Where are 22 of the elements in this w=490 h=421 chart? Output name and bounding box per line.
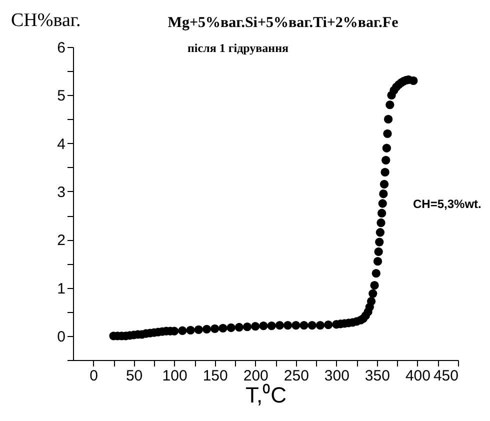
x-tick-label: 350 <box>364 368 390 384</box>
x-tick-label: 150 <box>202 368 228 384</box>
y-axis-title: CH%ваг. <box>11 10 81 31</box>
y-tick-label: 3 <box>57 184 66 201</box>
x-tick-label: 250 <box>284 368 309 384</box>
x-tick-label: 50 <box>126 368 143 384</box>
y-tick-label: 2 <box>57 232 66 250</box>
x-tick-label: 200 <box>243 368 268 384</box>
y-tick-label: 1 <box>57 280 66 298</box>
x-tick-label: 300 <box>324 368 350 384</box>
y-tick-label: 0 <box>57 328 66 346</box>
annotation: CH=5,3%wt. <box>413 197 482 211</box>
y-tick-label: 5 <box>57 88 66 105</box>
y-tick-label: 6 <box>57 40 66 56</box>
chart-subtitle: після 1 гідрування <box>188 41 289 55</box>
x-tick-label: 450 <box>433 368 458 384</box>
x-tick-label: 100 <box>162 368 188 384</box>
x-tick-label: 400 <box>405 368 430 384</box>
chart-title: Mg+5%ваг.Si+5%ваг.Ti+2%ваг.Fe <box>168 15 399 31</box>
x-axis-title: T,⁰C <box>246 382 287 408</box>
x-tick-label: 0 <box>90 368 98 384</box>
y-tick-label: 4 <box>57 136 66 153</box>
